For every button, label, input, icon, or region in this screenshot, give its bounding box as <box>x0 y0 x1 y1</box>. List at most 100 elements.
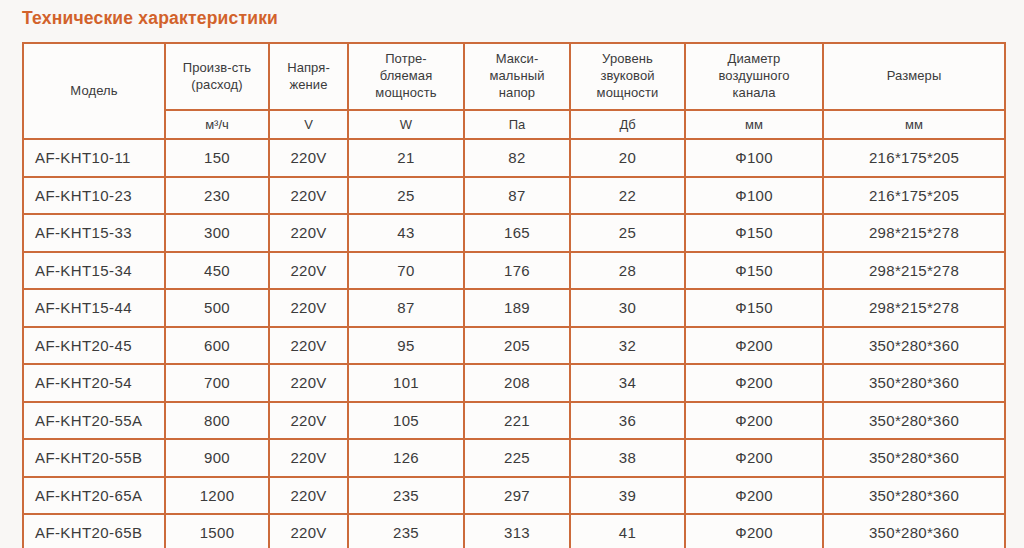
cell-dimensions: 350*280*360 <box>823 402 1005 440</box>
unit-duct-diameter: мм <box>685 110 823 139</box>
cell-voltage: 220V <box>269 252 348 290</box>
cell-dimensions: 350*280*360 <box>823 439 1005 477</box>
cell-duct-diameter: Ф150 <box>685 252 823 290</box>
cell-flow: 300 <box>165 214 269 252</box>
cell-model: AF-KHT15-34 <box>23 252 165 290</box>
unit-noise: Дб <box>570 110 685 139</box>
table-row: AF-KHT20-65B1500220V23531341Ф200350*280*… <box>23 514 1005 548</box>
cell-model: AF-KHT20-65B <box>23 514 165 548</box>
cell-model: AF-KHT20-55B <box>23 439 165 477</box>
cell-power: 21 <box>348 139 464 177</box>
cell-voltage: 220V <box>269 514 348 548</box>
table-row: AF-KHT15-33300220V4316525Ф150298*215*278 <box>23 214 1005 252</box>
cell-model: AF-KHT20-65A <box>23 477 165 515</box>
cell-flow: 800 <box>165 402 269 440</box>
cell-pressure: 221 <box>464 402 570 440</box>
cell-noise: 36 <box>570 402 685 440</box>
cell-model: AF-KHT20-45 <box>23 327 165 365</box>
header-noise: Уровень звуковой мощности <box>570 43 685 110</box>
cell-duct-diameter: Ф100 <box>685 139 823 177</box>
cell-power: 126 <box>348 439 464 477</box>
table-row: AF-KHT20-55A800220V10522136Ф200350*280*3… <box>23 402 1005 440</box>
cell-duct-diameter: Ф100 <box>685 177 823 215</box>
unit-flow: м³/ч <box>165 110 269 139</box>
cell-noise: 30 <box>570 289 685 327</box>
cell-dimensions: 350*280*360 <box>823 514 1005 548</box>
cell-noise: 39 <box>570 477 685 515</box>
cell-flow: 500 <box>165 289 269 327</box>
cell-power: 43 <box>348 214 464 252</box>
cell-flow: 450 <box>165 252 269 290</box>
cell-model: AF-KHT20-54 <box>23 364 165 402</box>
cell-power: 95 <box>348 327 464 365</box>
table-row: AF-KHT10-23230220V258722Ф100216*175*205 <box>23 177 1005 215</box>
unit-pressure: Па <box>464 110 570 139</box>
cell-power: 101 <box>348 364 464 402</box>
unit-dimensions: мм <box>823 110 1005 139</box>
cell-power: 70 <box>348 252 464 290</box>
cell-dimensions: 216*175*205 <box>823 139 1005 177</box>
cell-dimensions: 350*280*360 <box>823 327 1005 365</box>
cell-voltage: 220V <box>269 214 348 252</box>
cell-model: AF-KHT10-11 <box>23 139 165 177</box>
cell-pressure: 189 <box>464 289 570 327</box>
units-row: м³/ч V W Па Дб мм мм <box>23 110 1005 139</box>
cell-power: 235 <box>348 477 464 515</box>
table-row: AF-KHT20-65A1200220V23529739Ф200350*280*… <box>23 477 1005 515</box>
cell-duct-diameter: Ф200 <box>685 514 823 548</box>
spec-table: Модель Произв-сть (расход) Напря- жение … <box>22 42 1006 548</box>
cell-voltage: 220V <box>269 327 348 365</box>
cell-dimensions: 298*215*278 <box>823 252 1005 290</box>
cell-flow: 700 <box>165 364 269 402</box>
cell-dimensions: 350*280*360 <box>823 477 1005 515</box>
cell-pressure: 297 <box>464 477 570 515</box>
cell-duct-diameter: Ф150 <box>685 289 823 327</box>
cell-flow: 1500 <box>165 514 269 548</box>
cell-voltage: 220V <box>269 289 348 327</box>
cell-noise: 25 <box>570 214 685 252</box>
cell-voltage: 220V <box>269 477 348 515</box>
header-dimensions: Размеры <box>823 43 1005 110</box>
table-row: AF-KHT20-45600220V9520532Ф200350*280*360 <box>23 327 1005 365</box>
cell-voltage: 220V <box>269 364 348 402</box>
header-row: Модель Произв-сть (расход) Напря- жение … <box>23 43 1005 110</box>
table-row: AF-KHT20-55B900220V12622538Ф200350*280*3… <box>23 439 1005 477</box>
page-title: Технические характеристики <box>22 8 1024 29</box>
cell-dimensions: 298*215*278 <box>823 289 1005 327</box>
table-header: Модель Произв-сть (расход) Напря- жение … <box>23 43 1005 139</box>
header-model: Модель <box>23 43 165 139</box>
table-row: AF-KHT20-54700220V10120834Ф200350*280*36… <box>23 364 1005 402</box>
unit-voltage: V <box>269 110 348 139</box>
cell-dimensions: 350*280*360 <box>823 364 1005 402</box>
cell-voltage: 220V <box>269 439 348 477</box>
cell-dimensions: 298*215*278 <box>823 214 1005 252</box>
cell-power: 25 <box>348 177 464 215</box>
cell-voltage: 220V <box>269 177 348 215</box>
cell-pressure: 87 <box>464 177 570 215</box>
cell-model: AF-KHT15-44 <box>23 289 165 327</box>
cell-duct-diameter: Ф200 <box>685 439 823 477</box>
cell-flow: 900 <box>165 439 269 477</box>
cell-power: 235 <box>348 514 464 548</box>
cell-voltage: 220V <box>269 139 348 177</box>
table-row: AF-KHT10-11150220V218220Ф100216*175*205 <box>23 139 1005 177</box>
cell-pressure: 205 <box>464 327 570 365</box>
cell-duct-diameter: Ф200 <box>685 327 823 365</box>
cell-noise: 41 <box>570 514 685 548</box>
cell-duct-diameter: Ф200 <box>685 364 823 402</box>
header-voltage: Напря- жение <box>269 43 348 110</box>
cell-power: 87 <box>348 289 464 327</box>
cell-flow: 1200 <box>165 477 269 515</box>
cell-noise: 28 <box>570 252 685 290</box>
table-body: AF-KHT10-11150220V218220Ф100216*175*205A… <box>23 139 1005 548</box>
cell-pressure: 165 <box>464 214 570 252</box>
header-flow: Произв-сть (расход) <box>165 43 269 110</box>
header-pressure: Макси- мальный напор <box>464 43 570 110</box>
cell-voltage: 220V <box>269 402 348 440</box>
cell-duct-diameter: Ф150 <box>685 214 823 252</box>
cell-noise: 22 <box>570 177 685 215</box>
cell-pressure: 82 <box>464 139 570 177</box>
cell-noise: 20 <box>570 139 685 177</box>
cell-model: AF-KHT10-23 <box>23 177 165 215</box>
cell-noise: 34 <box>570 364 685 402</box>
